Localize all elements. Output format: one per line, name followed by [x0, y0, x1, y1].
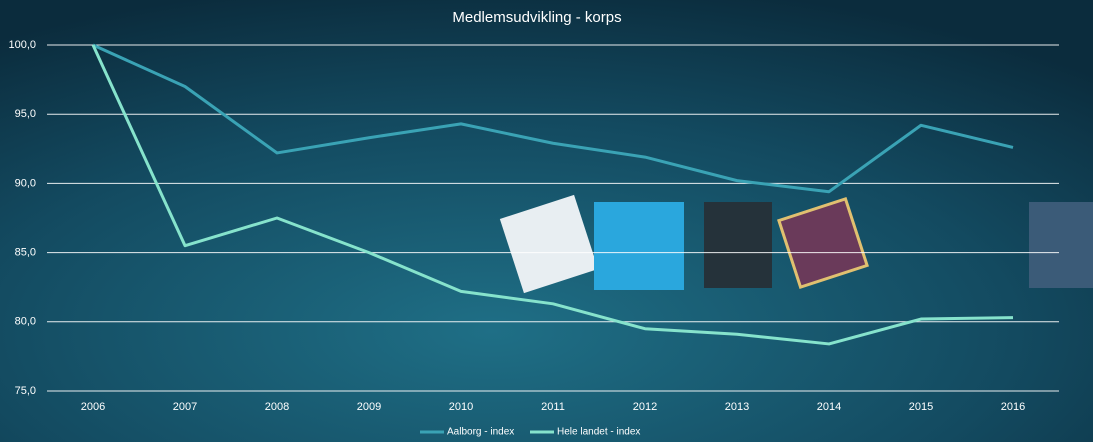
x-tick-label: 2013 — [725, 401, 749, 413]
chart: Medlemsudvikling - korps 75,0 80,0 85,0 90,… — [0, 0, 1093, 442]
y-tick-label: 75,0 — [15, 385, 36, 397]
x-tick-label: 2014 — [817, 401, 841, 413]
y-tick-label: 100,0 — [8, 39, 36, 51]
legend-label: Hele landet - index — [557, 427, 640, 438]
y-tick-label: 95,0 — [15, 108, 36, 120]
poster — [594, 202, 684, 290]
x-tick-label: 2007 — [173, 401, 197, 413]
y-tick-label: 90,0 — [15, 177, 36, 189]
x-tick-label: 2011 — [541, 401, 565, 413]
x-tick-label: 2010 — [449, 401, 473, 413]
x-tick-label: 2008 — [265, 401, 289, 413]
poster — [1029, 202, 1093, 288]
y-tick-label: 80,0 — [15, 316, 36, 328]
x-tick-label: 2009 — [357, 401, 381, 413]
chart-title: Medlemsudvikling - korps — [452, 9, 621, 26]
poster — [704, 202, 772, 288]
x-tick-label: 2016 — [1001, 401, 1025, 413]
x-tick-label: 2012 — [633, 401, 657, 413]
y-tick-label: 85,0 — [15, 247, 36, 259]
x-tick-label: 2006 — [81, 401, 105, 413]
x-tick-label: 2015 — [909, 401, 933, 413]
legend-label: Aalborg - index — [447, 427, 514, 438]
